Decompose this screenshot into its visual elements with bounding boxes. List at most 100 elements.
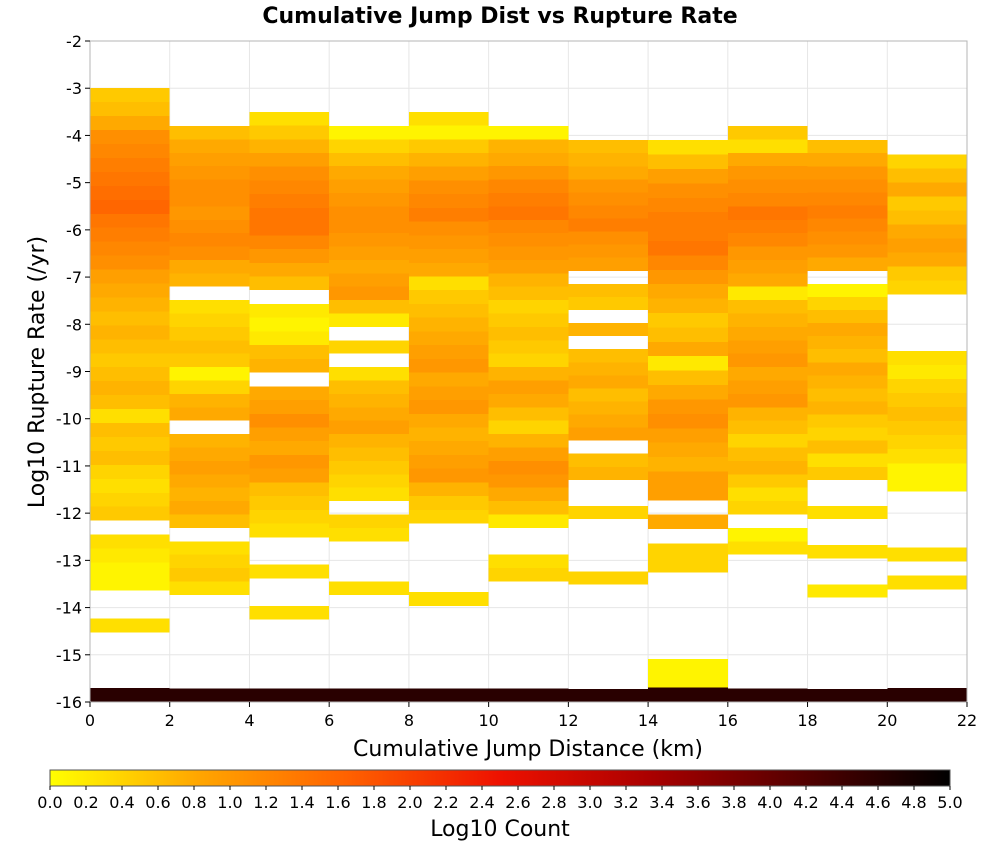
heatmap-cell-2-17 [249,345,330,359]
heatmap-cell-8-42 [727,688,808,702]
heatmap-cell-4-1 [408,125,489,140]
heatmap-cell-1-20 [169,393,250,408]
heatmap-cell-4-15 [408,317,489,332]
heatmap-cell-3-2 [329,152,409,167]
heatmap-cell-1-21 [169,407,250,421]
heatmap-cell-0-21 [90,381,170,396]
heatmap-cell-1-16 [169,340,250,354]
heatmap-cell-8-16 [727,340,808,354]
y-tick-label-8: -10 [56,410,82,429]
heatmap-cell-1-34 [169,581,250,595]
heatmap-cell-0-20 [90,367,170,382]
heatmap-cell-0-34 [90,562,170,577]
heatmap-cell-2-28 [249,496,330,510]
heatmap-cell-2-14 [249,303,330,318]
heatmap-cell-2-10 [249,249,330,263]
heatmap-cell-4-2 [408,139,489,153]
heatmap-cell-6-2 [568,166,649,180]
colorbar-tick-label-21: 4.2 [793,793,818,812]
heatmap-cell-9-6 [807,218,888,232]
heatmap-cell-4-35 [408,592,489,606]
y-tick-label-0: -2 [66,32,82,51]
colorbar-tick-label-15: 3.0 [577,793,602,812]
heatmap-cell-10-20 [887,435,967,450]
heatmap-cell-5-5 [488,192,569,207]
y-axis-ticks: -2 -3 -4 -5 -6 -7 -8 -9 -10 -11 -12 -13 -14 -15 -16 [56,32,90,712]
heatmap-cell-0-6 [90,171,170,186]
heatmap-cell-2-25 [249,454,330,469]
heatmap-cell-0-24 [90,423,170,437]
heatmap-cell-7-6 [648,226,728,241]
heatmap-cell-4-7 [408,207,489,222]
heatmap-cell-4-20 [408,386,489,401]
x-tick-label-1: 2 [165,711,175,730]
heatmap-cell-3-6 [329,206,409,220]
heatmap-cell-4-27 [408,482,489,497]
heatmap-cell-7-4 [648,197,728,213]
x-axis-ticks: 0 2 4 6 8 10 12 14 16 18 20 22 [85,702,977,730]
heatmap-cell-2-4 [249,166,330,181]
heatmap-cell-8-22 [727,420,808,435]
heatmap-cell-6-0 [568,140,649,154]
heatmap-cell-1-15 [169,326,250,341]
heatmap-cell-6-22 [568,427,649,441]
heatmap-cell-5-33 [488,568,569,582]
heatmap-cell-3-8 [329,233,409,247]
heatmap-cell-6-20 [568,401,649,415]
heatmap-cell-8-23 [727,434,808,448]
heatmap-cell-8-27 [727,487,808,502]
heatmap-cell-10-19 [887,421,967,436]
heatmap-cell-5-10 [488,259,569,274]
colorbar-tick-label-13: 2.6 [505,793,530,812]
heatmap-cell-8-14 [727,313,808,327]
heatmap-cell-6-12 [568,296,649,311]
y-tick-label-10: -12 [56,504,82,523]
heatmap-cell-8-26 [727,474,808,488]
heatmap-cell-5-1 [488,139,569,153]
colorbar-tick-label-2: 0.4 [109,793,134,812]
colorbar-tick-label-19: 3.8 [721,793,746,812]
heatmap-cell-3-34 [329,581,409,595]
heatmap-cell-1-23 [169,434,250,448]
heatmap-cell-10-8 [887,266,967,281]
heatmap-cell-8-30 [727,527,808,542]
heatmap-cell-8-18 [727,367,808,381]
heatmap-cell-10-23 [887,477,967,492]
heatmap-cell-0-18 [90,339,170,354]
heatmap-cell-5-24 [488,447,569,461]
heatmap-cell-3-1 [329,139,409,153]
heatmap-cell-3-14 [329,313,409,327]
heatmap-cell-8-1 [727,139,808,153]
heatmap-cell-10-17 [887,393,967,408]
heatmap-cell-3-22 [329,420,409,435]
heatmap-cell-4-8 [408,221,489,236]
heatmap-cell-4-5 [408,180,489,195]
heatmap-cell-4-21 [408,400,489,414]
heatmap-cell-0-11 [90,241,170,256]
y-tick-label-3: -5 [66,174,82,193]
heatmap-cell-4-4 [408,166,489,181]
heatmap-cell-9-25 [807,466,888,480]
heatmap-cell-7-8 [648,255,728,270]
heatmap-cell-3-9 [329,246,409,260]
heatmap-cell-8-12 [727,286,808,301]
heatmap-cell-0-23 [90,409,170,424]
heatmap-cell-1-8 [169,233,250,247]
heatmap-cell-6-6 [568,218,649,232]
heatmap-cell-4-25 [408,454,489,469]
heatmap-cell-10-21 [887,449,967,464]
heatmap-cell-2-9 [249,235,330,250]
heatmap-cell-4-12 [408,276,489,291]
heatmap-cell-1-19 [169,380,250,394]
heatmap-cell-10-16 [887,379,967,394]
x-axis-label: Cumulative Jump Distance (km) [353,737,703,762]
heatmap-cell-5-11 [488,273,569,287]
colorbar-tick-label-24: 4.8 [901,793,926,812]
heatmap-cell-3-11 [329,273,409,287]
heatmap-cell-3-5 [329,192,409,207]
heatmap-cell-6-21 [568,414,649,428]
heatmap-cell-8-20 [727,393,808,408]
heatmap-cell-2-16 [249,331,330,346]
heatmap-cell-5-32 [488,554,569,569]
